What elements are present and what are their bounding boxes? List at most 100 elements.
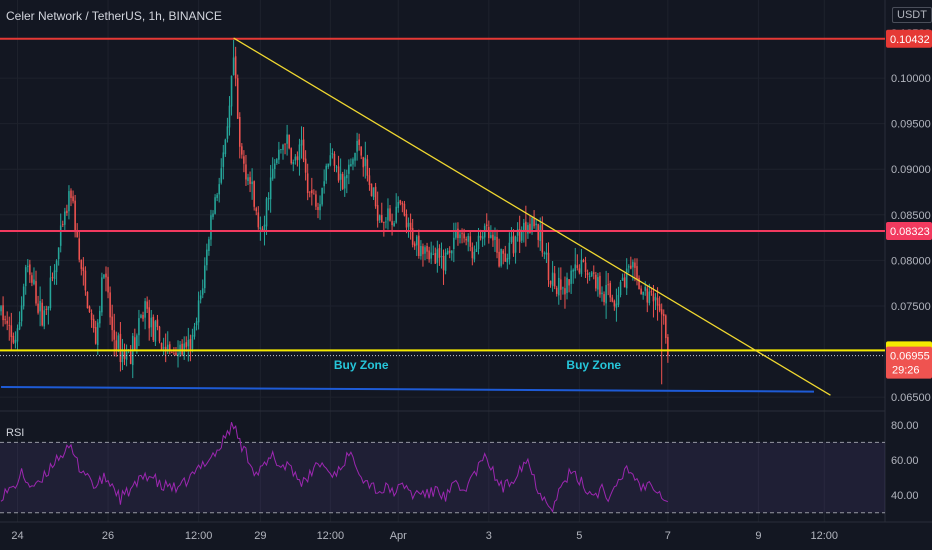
candle-body — [401, 202, 404, 205]
candle — [403, 200, 406, 217]
candle — [300, 126, 303, 159]
candle-body — [516, 229, 519, 236]
candle-body — [385, 221, 387, 223]
candle — [609, 280, 612, 302]
candle-body — [181, 343, 183, 355]
candle-body — [90, 313, 93, 320]
candle — [329, 143, 332, 167]
candle — [88, 305, 91, 313]
candle — [467, 233, 470, 252]
candle — [444, 248, 447, 275]
candle-body — [16, 328, 19, 342]
candle-body — [245, 164, 247, 180]
candle-body — [222, 152, 225, 167]
candle — [321, 187, 323, 207]
rsi-tick-label: 60.00 — [891, 455, 919, 467]
candle — [667, 334, 669, 363]
candle-body — [354, 152, 356, 161]
candle-body — [55, 260, 58, 273]
candle-body — [20, 305, 23, 322]
candle-body — [294, 156, 297, 161]
candle-body — [405, 213, 408, 228]
candle-body — [403, 203, 406, 216]
candle — [356, 132, 358, 161]
candle-body — [492, 234, 494, 241]
currency-badge[interactable]: USDT — [892, 7, 932, 23]
candle — [278, 141, 280, 164]
candle-body — [607, 284, 609, 286]
candle-body — [415, 236, 418, 246]
candle-body — [92, 318, 95, 329]
candle-body — [430, 252, 432, 259]
drawing-tools: Buy Zone Buy Zone — [0, 37, 885, 396]
candle-body — [395, 206, 397, 223]
candle-body — [39, 300, 41, 312]
candle — [652, 285, 655, 318]
candle — [469, 230, 472, 252]
candle-body — [136, 335, 138, 349]
candle — [434, 247, 437, 264]
candle — [488, 220, 490, 244]
candle — [446, 248, 449, 255]
price-tick-label: 0.09000 — [891, 164, 931, 176]
candle — [520, 226, 523, 244]
candle-body — [261, 228, 264, 231]
candle-body — [18, 321, 21, 330]
candle — [418, 229, 420, 259]
candle — [603, 291, 605, 306]
candle — [208, 236, 210, 256]
candle — [459, 229, 461, 244]
candle-body — [391, 221, 393, 226]
current-price-label: 0.06955 — [890, 351, 930, 363]
candle-body — [446, 250, 449, 255]
candle-body — [333, 153, 336, 166]
candle — [471, 242, 474, 266]
time-tick-label: 26 — [102, 530, 114, 542]
candle-body — [564, 288, 566, 295]
candle-body — [543, 252, 546, 254]
candle — [119, 321, 122, 372]
candle — [292, 159, 295, 172]
candle-body — [337, 166, 340, 181]
candle-body — [232, 57, 235, 76]
candle — [436, 240, 439, 273]
candle-body — [508, 242, 511, 260]
candle — [51, 272, 54, 282]
time-tick-label: 5 — [576, 530, 582, 542]
candle — [199, 290, 202, 304]
candle-body — [352, 159, 354, 165]
candle — [210, 209, 212, 246]
candle — [294, 154, 297, 165]
candle — [508, 232, 511, 265]
candle-body — [22, 286, 25, 307]
candle-body — [43, 310, 46, 327]
candle — [61, 220, 64, 228]
candle-body — [440, 256, 443, 257]
candle — [111, 304, 113, 342]
candle — [247, 173, 249, 186]
candle-body — [154, 321, 157, 342]
candle — [311, 177, 313, 206]
candle-body — [582, 260, 585, 263]
candle-body — [323, 181, 325, 187]
candle-body — [442, 255, 445, 271]
candle-body — [331, 153, 334, 155]
candle-body — [383, 222, 385, 223]
candle — [420, 240, 422, 260]
candle-body — [640, 288, 642, 295]
candle — [627, 264, 630, 273]
candle-body — [171, 352, 173, 353]
candle-body — [189, 339, 192, 350]
candle — [605, 270, 607, 319]
candle-body — [228, 105, 231, 128]
candle-body — [94, 327, 97, 344]
candle — [465, 236, 467, 246]
floor-support-line — [1, 386, 814, 393]
candle — [185, 336, 188, 352]
candle — [646, 285, 649, 313]
candle — [16, 324, 19, 350]
candle — [325, 163, 327, 184]
candle — [96, 319, 99, 355]
time-tick-label: 12:00 — [185, 530, 213, 542]
candle-body — [648, 291, 651, 304]
